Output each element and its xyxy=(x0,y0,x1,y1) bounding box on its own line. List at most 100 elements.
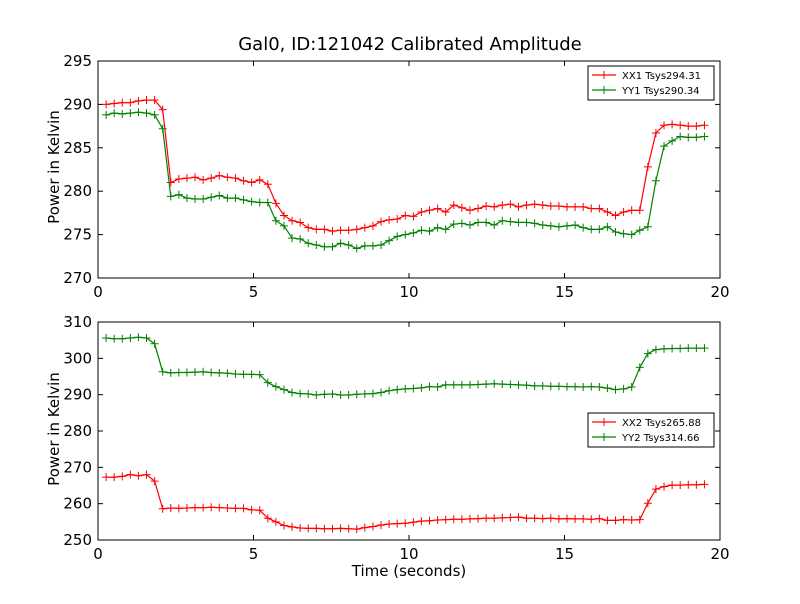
top-data-point-1 xyxy=(296,234,305,243)
top-data-point-1 xyxy=(385,236,394,245)
top-data-point-1 xyxy=(643,222,652,231)
top-data-point-1 xyxy=(425,227,434,236)
bottom-data-point-0 xyxy=(231,504,240,513)
top-data-point-0 xyxy=(344,226,353,235)
top-data-point-1 xyxy=(150,110,159,119)
bottom-data-point-0 xyxy=(312,524,321,533)
top-data-point-0 xyxy=(522,201,531,210)
bottom-data-point-0 xyxy=(344,524,353,533)
bottom-data-point-1 xyxy=(134,333,143,342)
top-data-point-1 xyxy=(320,242,329,251)
top-y-tick-label: 275 xyxy=(63,226,92,244)
top-data-point-1 xyxy=(490,221,499,230)
bottom-data-point-0 xyxy=(506,513,515,522)
bottom-data-point-1 xyxy=(239,370,248,379)
top-data-point-0 xyxy=(643,162,652,171)
top-data-point-0 xyxy=(619,208,628,217)
bottom-data-point-0 xyxy=(352,525,361,534)
bottom-data-point-0 xyxy=(279,521,288,530)
bottom-data-point-1 xyxy=(700,344,709,353)
top-data-point-1 xyxy=(571,221,580,230)
bottom-data-point-1 xyxy=(668,344,677,353)
top-data-point-0 xyxy=(231,174,240,183)
top-data-point-1 xyxy=(441,225,450,234)
bottom-data-point-0 xyxy=(336,524,345,533)
top-data-point-1 xyxy=(635,226,644,235)
bottom-legend-label-1: YY2 Tsys314.66 xyxy=(621,433,700,444)
bottom-data-point-1 xyxy=(263,378,272,387)
bottom-data-point-1 xyxy=(207,368,216,377)
top-data-point-0 xyxy=(328,227,337,236)
bottom-data-point-1 xyxy=(692,344,701,353)
top-series-line-0 xyxy=(106,99,705,232)
top-data-point-1 xyxy=(595,225,604,234)
bottom-data-point-1 xyxy=(643,349,652,358)
bottom-data-point-1 xyxy=(385,386,394,395)
bottom-data-point-0 xyxy=(651,485,660,494)
bottom-data-point-0 xyxy=(247,505,256,514)
bottom-data-point-0 xyxy=(166,504,175,513)
top-data-point-1 xyxy=(368,241,377,250)
top-data-point-0 xyxy=(352,225,361,234)
top-data-point-0 xyxy=(126,98,135,107)
bottom-data-point-1 xyxy=(271,382,280,391)
bottom-data-point-1 xyxy=(296,389,305,398)
bottom-data-point-0 xyxy=(368,522,377,531)
bottom-data-point-1 xyxy=(635,363,644,372)
bottom-data-point-0 xyxy=(579,514,588,523)
bottom-data-point-0 xyxy=(595,514,604,523)
bottom-data-point-1 xyxy=(368,389,377,398)
top-data-point-1 xyxy=(158,124,167,133)
top-data-point-0 xyxy=(700,121,709,130)
bottom-data-point-0 xyxy=(522,514,531,523)
top-data-point-1 xyxy=(142,109,151,118)
top-data-point-0 xyxy=(676,121,685,130)
top-data-point-0 xyxy=(263,180,272,189)
top-data-point-1 xyxy=(562,221,571,230)
chart-title: Gal0, ID:121042 Calibrated Amplitude xyxy=(238,34,582,55)
top-data-point-1 xyxy=(660,142,669,151)
top-data-point-1 xyxy=(134,108,143,117)
top-data-point-1 xyxy=(587,225,596,234)
bottom-data-point-0 xyxy=(118,472,127,481)
top-data-point-1 xyxy=(312,241,321,250)
top-series-line-1 xyxy=(105,111,705,250)
bottom-data-point-1 xyxy=(433,383,442,392)
top-data-point-1 xyxy=(126,109,135,118)
bottom-y-tick-label: 280 xyxy=(63,422,92,440)
top-data-point-0 xyxy=(215,171,224,180)
bottom-data-point-0 xyxy=(207,503,216,512)
top-data-point-1 xyxy=(700,132,709,141)
top-data-point-0 xyxy=(368,221,377,230)
top-data-point-1 xyxy=(174,190,183,199)
bottom-data-point-1 xyxy=(158,367,167,376)
bottom-data-point-0 xyxy=(417,517,426,526)
top-data-point-0 xyxy=(142,96,151,105)
bottom-data-point-0 xyxy=(393,519,402,528)
top-data-point-0 xyxy=(182,174,191,183)
bottom-data-point-1 xyxy=(344,391,353,400)
bottom-data-point-1 xyxy=(360,389,369,398)
bottom-data-point-0 xyxy=(263,514,272,523)
top-data-point-1 xyxy=(417,226,426,235)
bottom-data-point-0 xyxy=(191,503,200,512)
bottom-data-point-1 xyxy=(417,383,426,392)
bottom-data-point-0 xyxy=(627,516,636,525)
top-data-point-0 xyxy=(409,212,418,221)
top-data-point-0 xyxy=(150,96,159,105)
top-data-point-0 xyxy=(482,201,491,210)
top-data-point-0 xyxy=(441,208,450,217)
bottom-data-point-1 xyxy=(377,388,386,397)
top-data-point-1 xyxy=(166,192,175,201)
top-data-point-1 xyxy=(231,194,240,203)
bottom-data-point-0 xyxy=(635,515,644,524)
bottom-data-point-1 xyxy=(255,370,264,379)
top-x-tick-label: 15 xyxy=(555,283,574,301)
bottom-y-tick-label: 310 xyxy=(63,313,92,331)
bottom-data-point-1 xyxy=(110,334,119,343)
bottom-data-point-1 xyxy=(546,382,555,391)
bottom-data-point-1 xyxy=(409,384,418,393)
bottom-data-point-0 xyxy=(271,517,280,526)
top-data-point-0 xyxy=(174,175,183,184)
